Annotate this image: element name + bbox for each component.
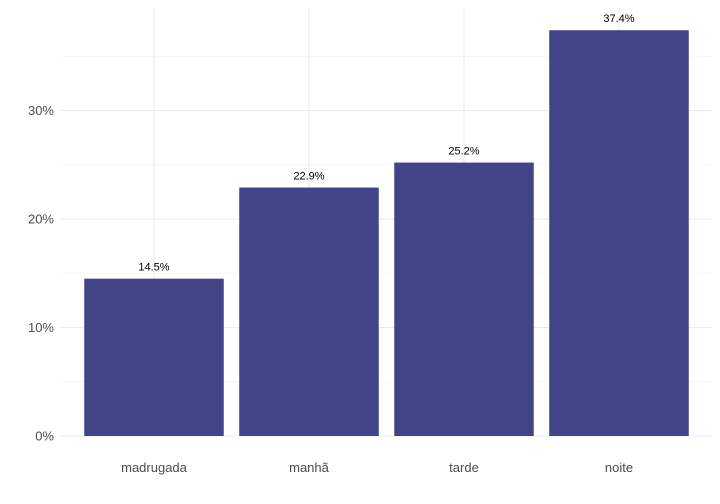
y-tick-label-2: 20% <box>28 212 54 227</box>
y-tick-label-0: 0% <box>35 429 54 444</box>
bars <box>84 30 689 437</box>
bar-manhã <box>239 187 379 436</box>
bar-noite <box>549 30 689 437</box>
data-labels: 14.5% 22.9% 25.2% 37.4% <box>138 13 634 273</box>
x-tick-label-1: manhã <box>289 460 330 475</box>
bar-tarde <box>394 162 534 436</box>
data-label-manhã: 22.9% <box>293 171 324 183</box>
bar-madrugada <box>84 278 224 436</box>
data-label-noite: 37.4% <box>603 13 634 25</box>
x-tick-label-3: noite <box>605 460 633 475</box>
y-tick-label-3: 30% <box>28 103 54 118</box>
x-tick-label-0: madrugada <box>121 460 188 475</box>
data-label-tarde: 25.2% <box>448 146 479 158</box>
data-label-madrugada: 14.5% <box>138 262 169 274</box>
y-tick-label-1: 10% <box>28 320 54 335</box>
x-tick-label-2: tarde <box>449 460 479 475</box>
x-axis-tick-labels: madrugada manhã tarde noite <box>121 460 633 475</box>
y-axis-tick-labels: 0% 10% 20% 30% <box>28 103 54 444</box>
